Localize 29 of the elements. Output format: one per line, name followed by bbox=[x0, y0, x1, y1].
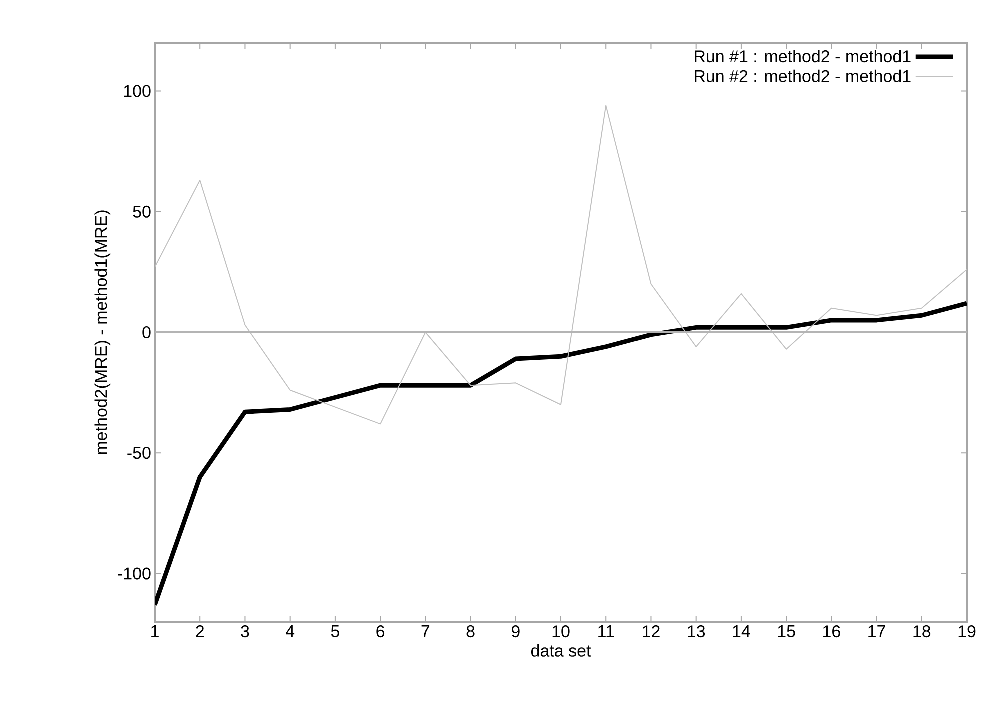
x-tick-label: 15 bbox=[778, 626, 796, 638]
y-tick-label: 100 bbox=[124, 85, 151, 98]
x-tick-label: 1 bbox=[152, 626, 159, 638]
x-tick-label: 14 bbox=[733, 626, 750, 638]
y-tick-label: -50 bbox=[128, 447, 151, 460]
legend-label: Run #1 : method2 - method1 bbox=[695, 50, 911, 63]
x-tick-label: 16 bbox=[824, 626, 840, 638]
x-tick-label: 19 bbox=[958, 626, 976, 638]
x-tick-label: 9 bbox=[512, 626, 520, 638]
x-tick-label: 4 bbox=[286, 626, 295, 638]
x-tick-label: 10 bbox=[552, 626, 570, 638]
x-tick-label: 3 bbox=[241, 626, 250, 638]
line-series bbox=[155, 105, 968, 425]
y-tick-label: 0 bbox=[142, 326, 151, 339]
x-tick-label: 2 bbox=[196, 626, 204, 638]
x-tick-label: 13 bbox=[688, 626, 706, 638]
x-tick-label: 11 bbox=[598, 626, 614, 638]
y-tick-label: -100 bbox=[118, 568, 151, 580]
x-tick-label: 5 bbox=[331, 626, 340, 638]
x-tick-label: 7 bbox=[422, 626, 430, 638]
x-tick-label: 17 bbox=[868, 626, 886, 638]
legend-label: Run #2 : method2 - method1 bbox=[695, 70, 911, 82]
y-tick-label: 50 bbox=[133, 206, 151, 218]
x-tick-label: 18 bbox=[914, 626, 931, 638]
x-tick-label: 8 bbox=[466, 626, 475, 638]
x-axis-title: data set bbox=[531, 644, 592, 657]
x-tick-label: 6 bbox=[376, 626, 385, 638]
x-tick-label: 12 bbox=[643, 626, 660, 638]
y-axis-title: method2(MRE) - method1(MRE) bbox=[94, 210, 111, 454]
